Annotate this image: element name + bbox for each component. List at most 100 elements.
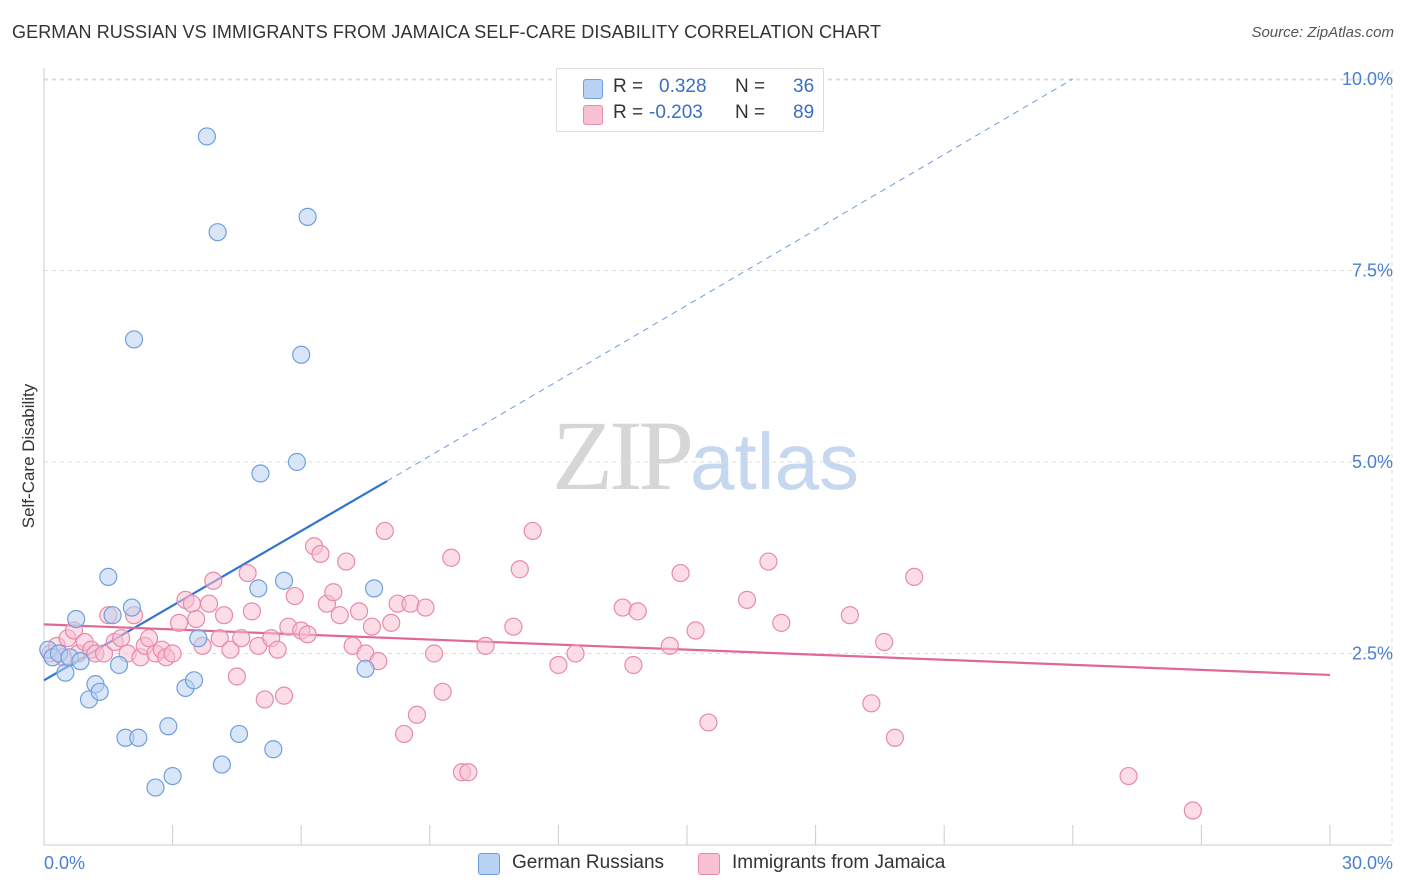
legend-n-label: N = <box>735 76 766 97</box>
point-german-russians <box>264 740 283 759</box>
tick-labels: 2.5% 5.0% 7.5% 10.0% 0.0% 30.0% <box>44 69 1393 873</box>
point-jamaica <box>214 606 234 625</box>
point-german-russians <box>249 579 268 598</box>
point-jamaica <box>311 544 330 564</box>
point-german-russians <box>163 766 182 786</box>
point-jamaica <box>523 521 542 541</box>
point-german-russians <box>109 655 129 675</box>
point-german-russians <box>99 567 118 587</box>
point-jamaica <box>862 694 881 713</box>
point-jamaica <box>255 690 274 709</box>
point-jamaica <box>163 644 182 663</box>
point-jamaica <box>1119 766 1138 786</box>
legend-r-label: R = <box>613 76 644 97</box>
point-jamaica <box>510 560 529 579</box>
point-german-russians <box>197 127 216 146</box>
point-jamaica <box>274 686 294 705</box>
legend-r-value: 0.328 <box>659 76 707 97</box>
legend-swatch-pink <box>583 105 603 125</box>
point-jamaica <box>660 636 679 655</box>
bottom-legend-label: German Russians <box>512 852 665 873</box>
correlation-legend: R = 0.328 N = 36 R = -0.203 N = 89 <box>556 68 824 132</box>
point-german-russians <box>356 659 375 678</box>
data-points <box>39 127 1202 820</box>
point-german-russians <box>274 571 294 590</box>
point-german-russians <box>56 663 75 682</box>
point-jamaica <box>671 563 690 583</box>
point-jamaica <box>232 629 251 648</box>
point-german-russians <box>90 682 109 701</box>
point-jamaica <box>349 602 369 621</box>
legend-swatch-blue <box>583 79 603 99</box>
point-german-russians <box>146 778 165 797</box>
point-jamaica <box>549 655 568 675</box>
point-german-russians <box>159 717 178 736</box>
legend-r-label: R = <box>613 102 644 123</box>
point-german-russians <box>212 755 231 774</box>
point-jamaica <box>459 763 478 782</box>
point-jamaica <box>210 629 229 648</box>
point-jamaica <box>330 606 349 625</box>
point-jamaica <box>401 594 420 613</box>
point-jamaica <box>375 521 394 541</box>
point-jamaica <box>94 644 114 663</box>
point-jamaica <box>139 629 159 648</box>
point-jamaica <box>227 667 246 686</box>
point-german-russians <box>287 452 307 472</box>
point-jamaica <box>566 644 585 663</box>
y-tick-label: 7.5% <box>1352 261 1393 281</box>
point-german-russians <box>364 579 384 598</box>
x-tick-label: 30.0% <box>1342 853 1393 873</box>
point-german-russians <box>292 345 311 364</box>
point-jamaica <box>476 636 495 655</box>
axes <box>43 68 1392 846</box>
bottom-legend-swatch-blue <box>478 853 500 875</box>
point-jamaica <box>382 613 401 632</box>
point-jamaica <box>204 571 223 590</box>
point-jamaica <box>362 617 382 636</box>
point-jamaica <box>759 552 778 571</box>
point-german-russians <box>71 652 90 671</box>
point-jamaica <box>298 625 317 644</box>
point-jamaica <box>885 728 905 747</box>
point-jamaica <box>624 655 643 675</box>
y-axis-label: Self-Care Disability <box>19 383 38 528</box>
point-jamaica <box>424 644 444 663</box>
point-jamaica <box>182 594 201 613</box>
point-jamaica <box>905 567 924 587</box>
point-jamaica <box>504 617 523 636</box>
point-jamaica <box>268 640 287 659</box>
point-jamaica <box>686 621 705 640</box>
point-jamaica <box>433 682 452 701</box>
point-german-russians <box>251 464 270 483</box>
point-jamaica <box>337 552 356 571</box>
point-jamaica <box>199 594 219 613</box>
trend-line-german-russians-extrapolated <box>386 78 1074 482</box>
source-label: Source: ZipAtlas.com <box>1251 24 1394 41</box>
trend-lines <box>43 78 1331 682</box>
point-jamaica <box>737 590 757 609</box>
point-jamaica <box>324 583 343 602</box>
point-german-russians <box>103 606 122 625</box>
y-tick-label: 2.5% <box>1352 644 1393 664</box>
point-german-russians <box>67 609 86 629</box>
bottom-legend-label: Immigrants from Jamaica <box>732 852 946 873</box>
point-jamaica <box>187 609 206 629</box>
point-jamaica <box>242 602 262 621</box>
point-jamaica <box>221 640 240 659</box>
point-german-russians <box>184 671 204 690</box>
point-jamaica <box>772 613 791 632</box>
x-tick-label: 0.0% <box>44 853 85 873</box>
point-jamaica <box>613 598 632 617</box>
point-jamaica <box>416 598 435 617</box>
point-jamaica <box>394 724 414 744</box>
point-jamaica <box>407 705 427 724</box>
point-german-russians <box>189 629 208 648</box>
point-jamaica <box>628 602 647 621</box>
point-jamaica <box>238 563 257 583</box>
y-tick-label: 5.0% <box>1352 452 1393 472</box>
legend-r-value: -0.203 <box>649 102 703 123</box>
bottom-legend-swatch-pink <box>698 853 720 875</box>
point-german-russians <box>229 724 249 744</box>
